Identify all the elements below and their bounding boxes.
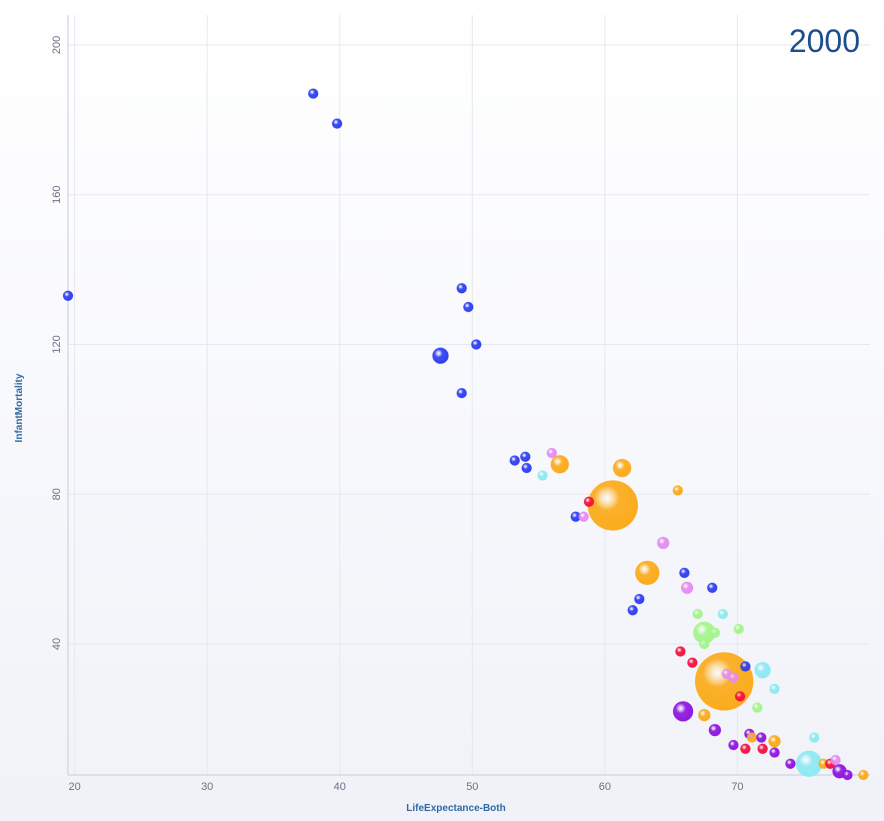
data-point[interactable] [432, 347, 449, 364]
data-point[interactable] [675, 646, 686, 657]
data-point[interactable] [830, 754, 841, 766]
data-point[interactable] [752, 702, 763, 713]
data-points [62, 88, 869, 781]
data-point[interactable] [768, 735, 781, 748]
data-point[interactable] [656, 536, 670, 550]
data-point[interactable] [627, 604, 639, 616]
data-point[interactable] [463, 301, 474, 313]
data-point[interactable] [717, 608, 729, 620]
x-tick-label: 70 [731, 781, 743, 793]
data-point[interactable] [755, 732, 767, 743]
y-tick-label: 40 [51, 638, 63, 650]
y-tick-label: 200 [51, 36, 63, 54]
data-point[interactable] [470, 339, 482, 350]
data-point[interactable] [612, 458, 632, 478]
data-point[interactable] [858, 769, 869, 781]
data-point[interactable] [509, 455, 521, 466]
data-point[interactable] [728, 672, 739, 683]
data-point[interactable] [697, 708, 711, 722]
tick-labels: 20 30 40 50 60 70 40 80 120 160 200 [51, 36, 744, 793]
data-point[interactable] [754, 661, 771, 679]
x-tick-label: 20 [69, 781, 81, 793]
x-tick-label: 40 [334, 781, 346, 793]
data-point[interactable] [672, 485, 684, 496]
data-point[interactable] [740, 661, 751, 672]
x-axis-title: LifeExpectance-Both [406, 803, 505, 814]
data-point[interactable] [734, 691, 746, 702]
data-point[interactable] [687, 657, 698, 668]
data-point[interactable] [769, 747, 780, 758]
data-point[interactable] [62, 290, 74, 302]
data-point[interactable] [698, 638, 710, 650]
data-point[interactable] [746, 732, 758, 743]
data-point[interactable] [694, 652, 754, 711]
data-point[interactable] [692, 608, 703, 620]
data-point[interactable] [307, 88, 319, 99]
data-point[interactable] [680, 581, 694, 595]
data-point[interactable] [740, 743, 751, 755]
x-tick-label: 50 [466, 781, 478, 793]
data-point[interactable] [537, 470, 548, 481]
axes [67, 15, 870, 776]
y-axis-title: InfantMortality [14, 373, 25, 442]
data-point[interactable] [728, 739, 739, 751]
data-point[interactable] [706, 582, 718, 594]
data-point[interactable] [456, 283, 468, 294]
data-point[interactable] [733, 623, 745, 635]
data-point[interactable] [546, 447, 558, 459]
data-point[interactable] [456, 387, 468, 399]
data-point[interactable] [578, 511, 589, 522]
year-label: 2000 [789, 23, 860, 59]
data-point[interactable] [634, 560, 660, 586]
data-point[interactable] [708, 723, 722, 737]
x-tick-label: 30 [201, 781, 213, 793]
data-point[interactable] [521, 462, 532, 474]
y-tick-label: 80 [51, 488, 63, 500]
data-point[interactable] [587, 480, 639, 531]
data-point[interactable] [583, 496, 595, 507]
data-point[interactable] [679, 567, 690, 579]
data-point[interactable] [672, 701, 694, 722]
data-point[interactable] [520, 451, 531, 463]
y-tick-label: 120 [51, 335, 63, 353]
data-point[interactable] [795, 750, 823, 778]
y-tick-label: 160 [51, 186, 63, 204]
data-point[interactable] [331, 118, 343, 129]
data-point[interactable] [842, 769, 853, 781]
grid-lines [68, 15, 870, 775]
data-point[interactable] [809, 732, 820, 743]
data-point[interactable] [550, 454, 570, 474]
data-point[interactable] [769, 683, 780, 695]
data-point[interactable] [757, 743, 768, 755]
data-point[interactable] [634, 593, 645, 605]
x-tick-label: 60 [599, 781, 611, 793]
data-point[interactable] [785, 758, 796, 770]
data-point[interactable] [709, 627, 721, 639]
